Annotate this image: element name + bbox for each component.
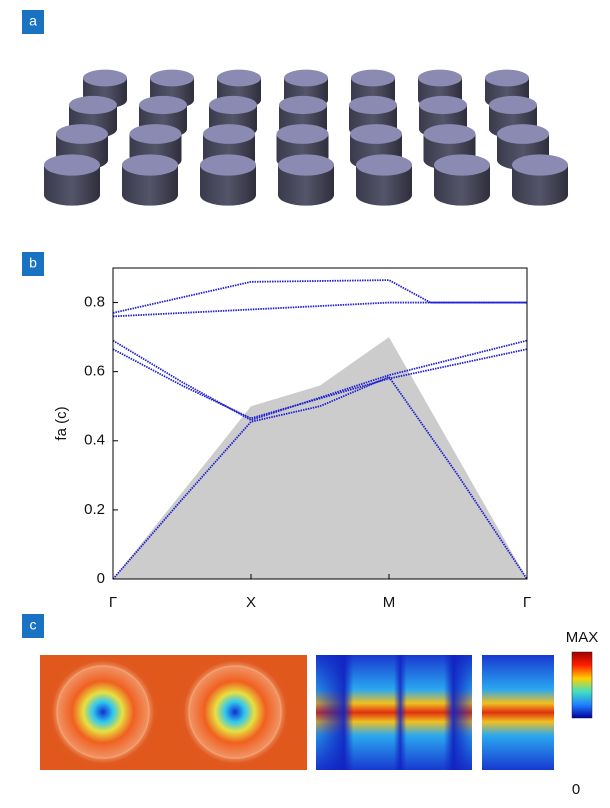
band-diagram: 0 0.2 0.4 0.6 0.8 Γ X M Γfa (c) xyxy=(53,268,531,611)
cylinder-top xyxy=(203,124,255,144)
cylinder-array xyxy=(44,70,568,206)
cylinder-top xyxy=(485,70,529,87)
field-ring xyxy=(179,656,291,768)
cylinder-top xyxy=(356,154,412,175)
panel-label: c xyxy=(30,617,37,633)
y-tick-label: 0.2 xyxy=(84,501,105,518)
panel-labels: a b c xyxy=(22,10,44,638)
band xyxy=(113,303,527,317)
panel-label: a xyxy=(29,13,37,29)
cylinder xyxy=(122,154,178,205)
cylinder xyxy=(512,154,568,205)
cylinder-top xyxy=(351,70,395,87)
cylinder-top xyxy=(200,154,256,175)
y-tick-label: 0.4 xyxy=(84,432,105,449)
field-ring xyxy=(47,656,159,768)
cylinder-top xyxy=(83,70,127,87)
colorbar xyxy=(572,652,592,718)
field-maps: MAX 0 xyxy=(40,629,598,798)
light-cone xyxy=(113,337,527,579)
cylinder-top xyxy=(277,124,329,144)
cylinder-top xyxy=(69,96,117,114)
cylinder-top xyxy=(130,124,182,144)
x-tick-label: M xyxy=(383,594,396,611)
cylinder xyxy=(44,154,100,205)
y-tick-label: 0.8 xyxy=(84,294,105,311)
figure: a b c 0 0.2 0.4 0.6 0.8 Γ X M Γfa (c) MAX 0 xyxy=(0,0,610,803)
cylinder xyxy=(278,154,334,205)
cylinder-top xyxy=(56,124,108,144)
cylinder-top xyxy=(150,70,194,87)
cylinder-top xyxy=(279,96,327,114)
colorbar-min: 0 xyxy=(572,781,580,798)
cylinder xyxy=(434,154,490,205)
cylinder-top xyxy=(349,96,397,114)
cylinder-top xyxy=(350,124,402,144)
band xyxy=(113,280,527,313)
cylinder-top xyxy=(284,70,328,87)
x-tick-label: Γ xyxy=(523,594,531,611)
cylinder-top xyxy=(434,154,490,175)
x-tick-label: Γ xyxy=(109,594,117,611)
cylinder-top xyxy=(489,96,537,114)
cylinder-top xyxy=(512,154,568,175)
cylinder-top xyxy=(419,96,467,114)
y-tick-label: 0.6 xyxy=(84,363,105,380)
panel-label: b xyxy=(29,255,37,271)
cylinder xyxy=(356,154,412,205)
y-axis-label: fa (c) xyxy=(53,406,70,440)
x-tick-label: X xyxy=(246,594,256,611)
y-tick-label: 0 xyxy=(97,570,105,587)
cylinder-top xyxy=(44,154,100,175)
cylinder xyxy=(200,154,256,205)
cylinder-top xyxy=(418,70,462,87)
cylinder-top xyxy=(139,96,187,114)
cylinder-top xyxy=(122,154,178,175)
cylinder-top xyxy=(217,70,261,87)
field-map xyxy=(482,655,554,770)
cylinder-top xyxy=(497,124,549,144)
cylinder-top xyxy=(424,124,476,144)
field-map-overlay xyxy=(316,655,472,770)
cylinder-top xyxy=(209,96,257,114)
cylinder-top xyxy=(278,154,334,175)
colorbar-max: MAX xyxy=(566,629,599,646)
